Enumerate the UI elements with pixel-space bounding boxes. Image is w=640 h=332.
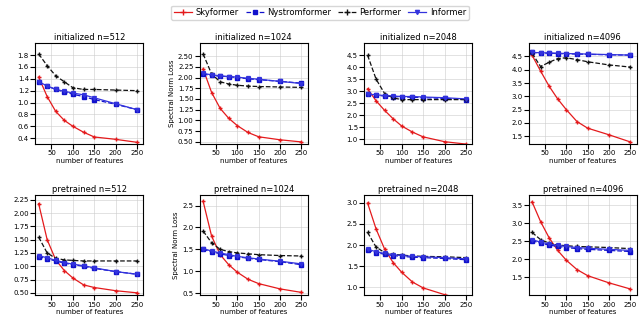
X-axis label: number of features: number of features	[220, 158, 287, 164]
X-axis label: number of features: number of features	[56, 309, 123, 315]
X-axis label: number of features: number of features	[549, 158, 616, 164]
X-axis label: number of features: number of features	[56, 158, 123, 164]
Y-axis label: Spectral Norm Loss: Spectral Norm Loss	[169, 60, 175, 127]
Title: pretrained n=512: pretrained n=512	[52, 185, 127, 194]
X-axis label: number of features: number of features	[385, 309, 452, 315]
Legend: Skyformer, Nystromformer, Performer, Informer: Skyformer, Nystromformer, Performer, Inf…	[172, 6, 468, 20]
Y-axis label: Spectral Norm Loss: Spectral Norm Loss	[173, 211, 179, 279]
Title: initialized n=2048: initialized n=2048	[380, 34, 456, 42]
Title: initialized n=512: initialized n=512	[54, 34, 125, 42]
Title: pretrained n=4096: pretrained n=4096	[543, 185, 623, 194]
Title: initialized n=1024: initialized n=1024	[216, 34, 292, 42]
X-axis label: number of features: number of features	[220, 309, 287, 315]
Title: pretrained n=1024: pretrained n=1024	[214, 185, 294, 194]
X-axis label: number of features: number of features	[549, 309, 616, 315]
Title: pretrained n=2048: pretrained n=2048	[378, 185, 458, 194]
X-axis label: number of features: number of features	[385, 158, 452, 164]
Title: initialized n=4096: initialized n=4096	[545, 34, 621, 42]
